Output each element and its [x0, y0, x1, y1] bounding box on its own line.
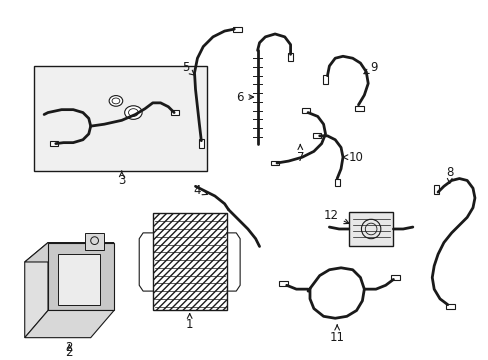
Text: 11: 11: [329, 325, 344, 344]
Text: 9: 9: [363, 62, 377, 75]
Bar: [433, 185, 438, 194]
Ellipse shape: [128, 109, 138, 116]
Polygon shape: [25, 243, 48, 338]
Ellipse shape: [112, 98, 120, 104]
Ellipse shape: [109, 95, 122, 106]
Text: 5: 5: [182, 62, 194, 75]
Bar: [301, 108, 310, 113]
Polygon shape: [25, 243, 114, 262]
Bar: [279, 281, 287, 286]
Bar: [287, 53, 292, 61]
Bar: [270, 161, 279, 166]
Text: 1: 1: [185, 314, 193, 330]
Bar: [199, 139, 203, 148]
Bar: [312, 134, 320, 138]
Text: 12: 12: [323, 209, 348, 224]
Text: 2: 2: [65, 341, 73, 354]
Bar: [171, 110, 179, 115]
Bar: [323, 75, 327, 84]
Bar: [50, 141, 58, 146]
Text: 7: 7: [296, 145, 304, 164]
Bar: [152, 213, 226, 310]
Bar: [85, 233, 104, 250]
Bar: [334, 179, 339, 186]
Text: 2: 2: [65, 346, 73, 359]
Bar: [446, 304, 454, 309]
Text: 4: 4: [193, 184, 207, 197]
Bar: [354, 106, 363, 111]
Bar: [348, 212, 393, 247]
Ellipse shape: [124, 106, 142, 120]
Text: 8: 8: [445, 166, 452, 183]
Text: 3: 3: [118, 171, 125, 187]
Bar: [390, 275, 399, 280]
Bar: [34, 66, 207, 171]
Polygon shape: [58, 254, 100, 305]
Polygon shape: [25, 310, 114, 338]
Bar: [232, 27, 241, 32]
Text: 10: 10: [342, 151, 363, 164]
Text: 6: 6: [236, 90, 253, 104]
Polygon shape: [48, 243, 114, 310]
